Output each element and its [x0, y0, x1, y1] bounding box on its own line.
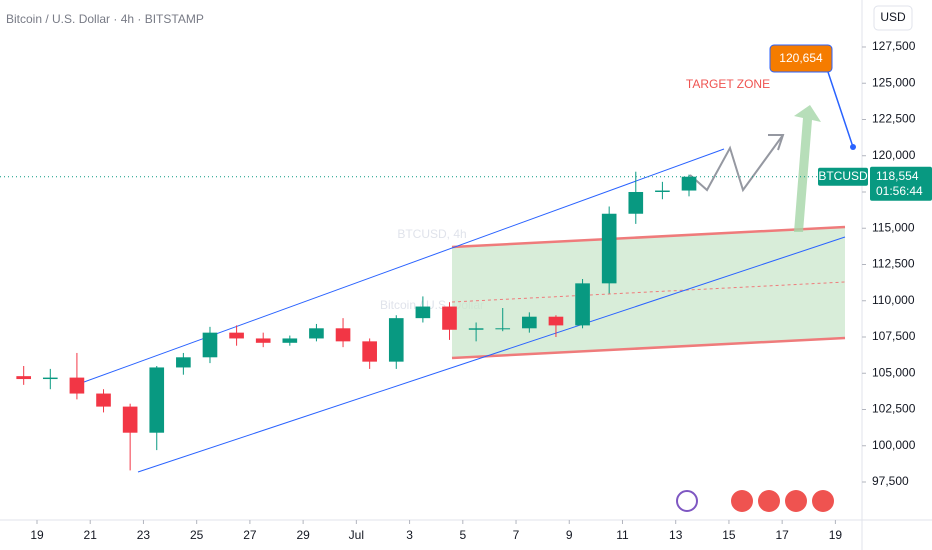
- chart-title: Bitcoin / U.S. Dollar · 4h · BITSTAMP: [6, 12, 204, 26]
- x-tick-label: 5: [459, 528, 466, 542]
- event-icon[interactable]: [731, 490, 753, 512]
- event-icon[interactable]: [758, 490, 780, 512]
- candle-body: [202, 332, 218, 358]
- x-tick-label: 11: [616, 528, 629, 542]
- target-price-box: [769, 44, 833, 73]
- candle-body: [42, 377, 58, 380]
- y-tick-label: 115,000: [872, 220, 915, 234]
- x-tick-label: 21: [84, 528, 98, 542]
- zone-line: [451, 225, 846, 249]
- candle-body: [229, 332, 244, 339]
- up-arrow: [794, 105, 821, 232]
- candle-body: [335, 328, 351, 342]
- candle-body: [176, 357, 191, 368]
- x-tick-label: 9: [566, 528, 573, 542]
- last-price-box: [870, 166, 932, 201]
- candle-body: [628, 191, 644, 214]
- y-tick-label: 122,500: [872, 112, 916, 126]
- x-tick-label: 15: [722, 528, 736, 542]
- candle-body: [442, 306, 457, 330]
- x-tick-label: 27: [243, 528, 257, 542]
- target-label: TARGET ZONE: [686, 77, 770, 91]
- candle-body: [362, 341, 377, 362]
- x-tick-label: Jul: [349, 528, 364, 542]
- candle-body: [575, 283, 590, 326]
- symbol-label: BTCUSD: [818, 169, 868, 183]
- x-tick-label: 19: [30, 528, 44, 542]
- x-tick-label: 3: [406, 528, 413, 542]
- path-projection: [689, 134, 784, 193]
- candle-body: [96, 393, 111, 407]
- y-tick-label: 97,500: [872, 474, 909, 488]
- target-point: [850, 144, 856, 150]
- candle-body: [548, 316, 564, 326]
- y-tick-label: 102,500: [872, 402, 916, 416]
- y-tick-label: 125,000: [872, 75, 916, 89]
- candle-body: [149, 367, 165, 433]
- currency-button[interactable]: [873, 5, 913, 31]
- candle-body: [122, 406, 138, 433]
- candle-body: [681, 176, 697, 191]
- x-tick-label: 17: [775, 528, 789, 542]
- candle-body: [255, 338, 271, 343]
- x-tick-label: 29: [296, 528, 310, 542]
- event-icon[interactable]: [785, 490, 807, 512]
- y-tick-label: 100,000: [872, 438, 916, 452]
- candle-body: [415, 306, 431, 319]
- y-tick-label: 107,500: [872, 329, 916, 343]
- target-zone: [452, 227, 845, 358]
- symbol-box: [818, 167, 868, 186]
- y-tick-label: 127,500: [872, 39, 916, 53]
- event-icon[interactable]: [676, 490, 698, 512]
- candle-body: [495, 328, 511, 330]
- x-tick-label: 19: [829, 528, 843, 542]
- candle-body: [601, 213, 617, 284]
- channel-line: [83, 148, 725, 383]
- x-tick-label: 13: [669, 528, 683, 542]
- y-tick-label: 112,500: [872, 257, 915, 271]
- candle-body: [282, 338, 298, 343]
- watermark: BTCUSD, 4h: [397, 227, 466, 241]
- x-tick-label: 25: [190, 528, 204, 542]
- y-tick-label: 105,000: [872, 365, 916, 379]
- event-icon[interactable]: [812, 490, 834, 512]
- arrow-head: [768, 134, 785, 151]
- candle-body: [388, 318, 404, 362]
- channel-line: [137, 236, 846, 473]
- candle-body: [468, 328, 484, 330]
- currency[interactable]: USD: [880, 10, 906, 24]
- last-price-label: 118,554: [876, 169, 919, 183]
- target-price: 120,654: [779, 51, 823, 65]
- candle-body: [522, 316, 537, 329]
- candle-body: [655, 190, 670, 192]
- x-tick-label: 7: [513, 528, 520, 542]
- countdown: 01:56:44: [876, 184, 923, 198]
- y-tick-label: 120,000: [872, 148, 916, 162]
- y-tick-label: 110,000: [872, 293, 915, 307]
- x-tick-label: 23: [137, 528, 151, 542]
- candle-body: [16, 376, 32, 380]
- zone-line: [451, 336, 846, 360]
- candle-body: [69, 377, 85, 394]
- candle-body: [309, 328, 324, 339]
- target-line: [825, 65, 854, 148]
